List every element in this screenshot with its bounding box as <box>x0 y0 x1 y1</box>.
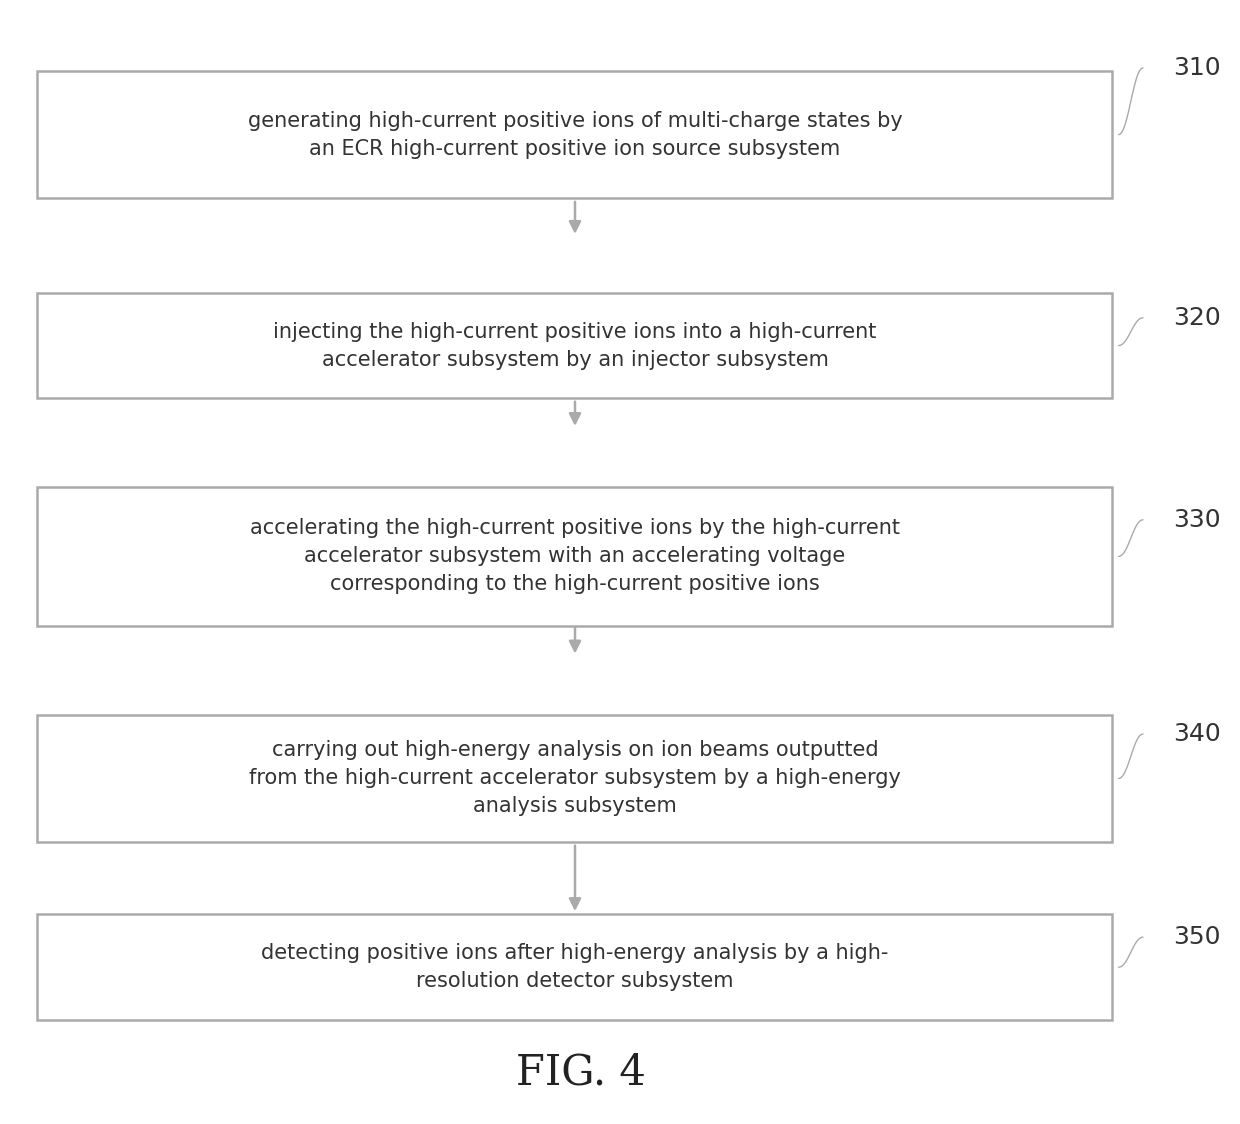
Text: carrying out high-energy analysis on ion beams outputted
from the high-current a: carrying out high-energy analysis on ion… <box>249 741 901 816</box>
Text: 320: 320 <box>1173 306 1221 329</box>
Text: injecting the high-current positive ions into a high-current
accelerator subsyst: injecting the high-current positive ions… <box>273 321 877 370</box>
Text: FIG. 4: FIG. 4 <box>516 1052 646 1094</box>
Text: accelerating the high-current positive ions by the high-current
accelerator subs: accelerating the high-current positive i… <box>250 518 900 595</box>
Bar <box>37 292 1112 398</box>
Bar <box>37 915 1112 1019</box>
Text: 310: 310 <box>1173 56 1221 80</box>
Text: 330: 330 <box>1173 508 1221 532</box>
Text: 350: 350 <box>1173 925 1221 949</box>
Bar <box>37 487 1112 626</box>
Text: 340: 340 <box>1173 722 1221 746</box>
Text: generating high-current positive ions of multi-charge states by
an ECR high-curr: generating high-current positive ions of… <box>248 110 903 158</box>
Text: detecting positive ions after high-energy analysis by a high-
resolution detecto: detecting positive ions after high-energ… <box>262 943 889 991</box>
Bar <box>37 71 1112 199</box>
Bar <box>37 715 1112 842</box>
